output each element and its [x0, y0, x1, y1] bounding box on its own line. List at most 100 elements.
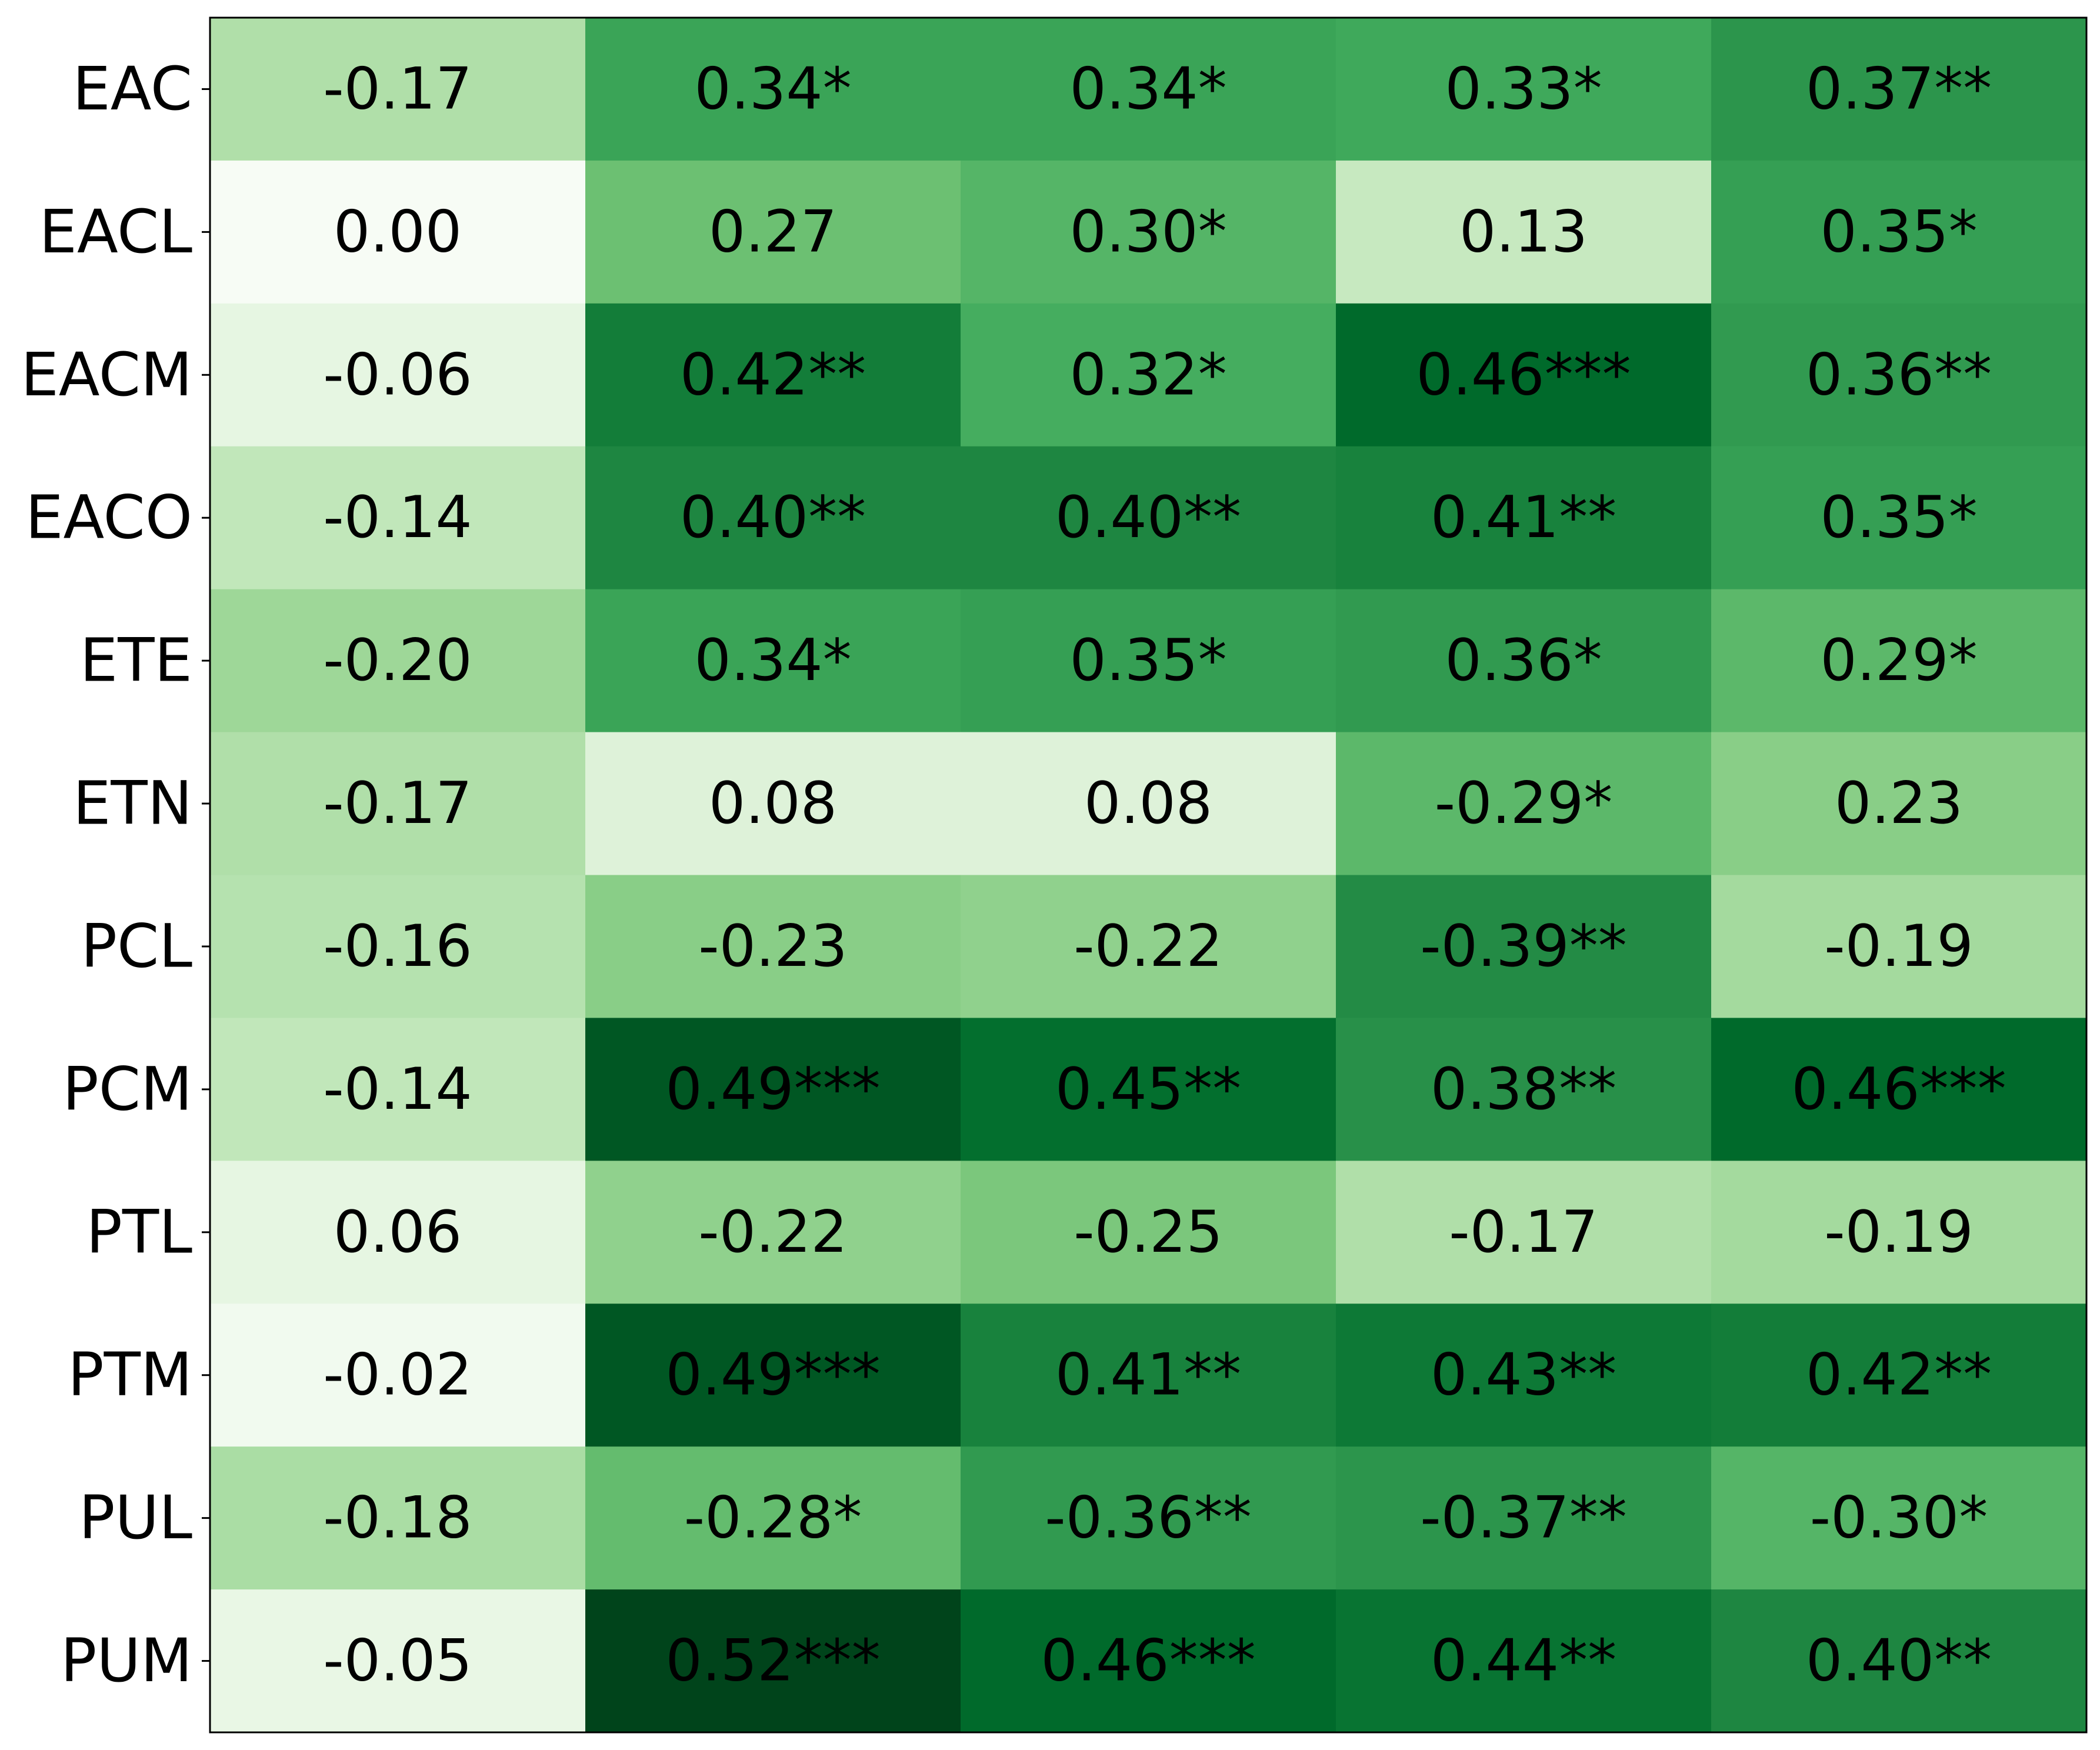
- cell-label: 0.41**: [1431, 484, 1616, 551]
- y-tick-label: ETE: [80, 626, 192, 696]
- cells-layer: [210, 18, 2087, 1733]
- heatmap-cell-pcm-1: [210, 1018, 586, 1161]
- cell-label: 0.40**: [680, 484, 866, 551]
- cell-label: -0.39**: [1420, 913, 1627, 980]
- cell-label: 0.36**: [1806, 341, 1992, 408]
- heatmap-cell-pcl-1: [210, 875, 586, 1018]
- heatmap-cell-eaco-1: [210, 446, 586, 590]
- cell-label: 0.29*: [1820, 627, 1977, 694]
- heatmap-cell-pcm-2: [585, 1018, 961, 1161]
- heatmap-cell-pul-1: [210, 1446, 586, 1590]
- heatmap-cell-pum-2: [585, 1589, 961, 1733]
- y-tick-label: EACO: [25, 483, 192, 553]
- heatmap-cell-pcm-5: [1711, 1018, 2087, 1161]
- heatmap-cell-eacl-3: [961, 160, 1336, 304]
- cell-label: 0.23: [1835, 770, 1963, 837]
- cell-label: 0.34*: [694, 55, 851, 122]
- cell-label: 0.36*: [1445, 627, 1602, 694]
- heatmap-cell-pcl-3: [961, 875, 1336, 1018]
- cell-label: 0.46***: [1791, 1056, 2006, 1123]
- cell-label: -0.16: [323, 913, 472, 980]
- heatmap-cell-ptl-2: [585, 1161, 961, 1304]
- cell-label: 0.08: [1084, 770, 1212, 837]
- y-tick-label: EACL: [39, 197, 193, 267]
- heatmap-cell-pcm-4: [1336, 1018, 1712, 1161]
- y-tick-label: PCL: [81, 911, 192, 981]
- heatmap-cell-eac-2: [585, 18, 961, 161]
- heatmap-cell-pul-3: [961, 1446, 1336, 1590]
- cell-label: 0.08: [709, 770, 837, 837]
- cell-label: -0.06: [323, 341, 472, 408]
- heatmap-cell-eacl-4: [1336, 160, 1712, 304]
- heatmap-cell-etn-5: [1711, 732, 2087, 875]
- heatmap-cell-ete-4: [1336, 589, 1712, 733]
- heatmap-cell-etn-4: [1336, 732, 1712, 875]
- cell-label: 0.49***: [665, 1342, 880, 1409]
- heatmap-cell-pcl-5: [1711, 875, 2087, 1018]
- heatmap-cell-pum-4: [1336, 1589, 1712, 1733]
- cell-label: -0.17: [323, 55, 472, 122]
- cell-label: -0.17: [1449, 1199, 1598, 1266]
- heatmap-cell-eac-3: [961, 18, 1336, 161]
- heatmap-cell-pul-5: [1711, 1446, 2087, 1590]
- y-tick-label: EAC: [72, 54, 192, 124]
- cell-label: 0.06: [334, 1199, 462, 1266]
- cell-label: 0.37**: [1806, 55, 1992, 122]
- heatmap-cell-ptl-3: [961, 1161, 1336, 1304]
- cell-label: -0.30*: [1810, 1485, 1988, 1552]
- heatmap-cell-pum-3: [961, 1589, 1336, 1733]
- cell-label: 0.40**: [1055, 484, 1241, 551]
- heatmap-cell-ete-2: [585, 589, 961, 733]
- heatmap-cell-pcl-2: [585, 875, 961, 1018]
- cell-label: 0.42**: [1806, 1342, 1992, 1409]
- cell-label: -0.17: [323, 770, 472, 837]
- heatmap-cell-ete-5: [1711, 589, 2087, 733]
- heatmap-cell-eacl-2: [585, 160, 961, 304]
- cell-label: -0.05: [323, 1628, 472, 1695]
- cell-label: -0.02: [323, 1342, 472, 1409]
- heatmap-cell-etn-3: [961, 732, 1336, 875]
- heatmap-cell-etn-1: [210, 732, 586, 875]
- heatmap-cell-pcm-3: [961, 1018, 1336, 1161]
- cell-label: -0.36**: [1045, 1485, 1252, 1552]
- cell-label: -0.19: [1824, 1199, 1974, 1266]
- heatmap-cell-ete-1: [210, 589, 586, 733]
- cell-label: 0.49***: [665, 1056, 880, 1123]
- cell-label: 0.35*: [1069, 627, 1226, 694]
- cell-label: -0.14: [323, 484, 472, 551]
- y-tick-label: PTM: [68, 1340, 192, 1410]
- cell-label: -0.29*: [1435, 770, 1613, 837]
- cell-label: 0.34*: [1069, 55, 1226, 122]
- heatmap-cell-eacm-4: [1336, 303, 1712, 447]
- cell-label: 0.38**: [1431, 1056, 1616, 1123]
- y-tick-label: PCM: [62, 1054, 192, 1124]
- heatmap-cell-ptl-4: [1336, 1161, 1712, 1304]
- plot-frame: [209, 16, 2088, 1734]
- cell-label: 0.52***: [665, 1628, 880, 1695]
- heatmap-cell-eac-1: [210, 18, 586, 161]
- y-tick-label: EACM: [21, 340, 192, 410]
- cell-label: -0.28*: [684, 1485, 862, 1552]
- cell-label: 0.27: [709, 198, 837, 265]
- y-axis: EAC EACL EACM EACO ETE ETN PCL PCM PTL PTM PUL PUM: [21, 54, 210, 1696]
- cell-label: 0.35*: [1820, 484, 1977, 551]
- cell-label: 0.32*: [1069, 341, 1226, 408]
- cell-label: -0.23: [698, 913, 848, 980]
- heatmap-cell-ete-3: [961, 589, 1336, 733]
- heatmap-cell-ptm-3: [961, 1304, 1336, 1447]
- cell-label: -0.22: [698, 1199, 848, 1266]
- heatmap-cell-ptm-1: [210, 1304, 586, 1447]
- heatmap-cell-pul-4: [1336, 1446, 1712, 1590]
- cell-label: 0.46***: [1041, 1628, 1255, 1695]
- cell-label: 0.00: [334, 198, 462, 265]
- heatmap-cell-eacm-3: [961, 303, 1336, 447]
- heatmap-cell-pum-1: [210, 1589, 586, 1733]
- cell-label: -0.22: [1074, 913, 1223, 980]
- y-tick-label: PUM: [61, 1626, 192, 1696]
- heatmap-cell-pum-5: [1711, 1589, 2087, 1733]
- cell-label: 0.43**: [1431, 1342, 1616, 1409]
- cell-label: 0.42**: [680, 341, 866, 408]
- heatmap-cell-pcl-4: [1336, 875, 1712, 1018]
- cell-label: -0.20: [323, 627, 472, 694]
